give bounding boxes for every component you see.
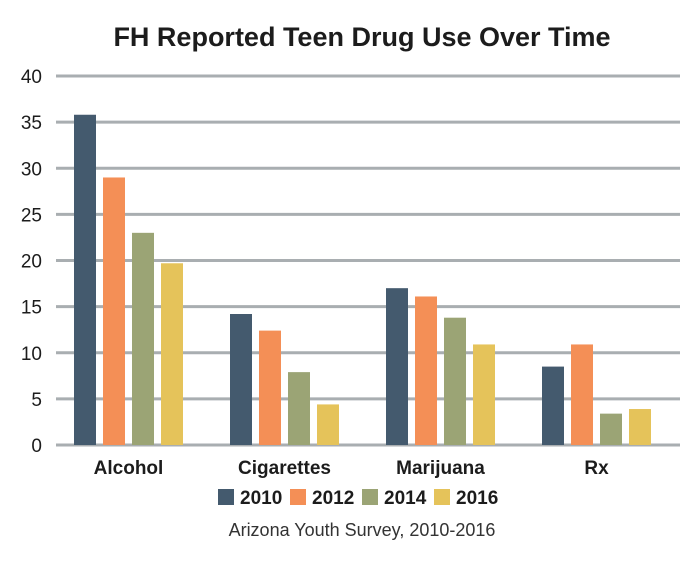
legend-label-2012: 2012 — [312, 488, 354, 509]
y-tick-label: 35 — [21, 113, 42, 134]
bar-marijuana-2010 — [386, 288, 408, 445]
legend-label-2014: 2014 — [384, 488, 427, 509]
bar-marijuana-2014 — [444, 317, 466, 445]
y-tick-label: 25 — [21, 205, 42, 226]
legend-swatch-2014 — [362, 489, 378, 505]
y-tick-label: 5 — [31, 390, 42, 411]
category-labels: Alcohol Cigarettes Marijuana Rx — [94, 458, 609, 479]
source-note: Arizona Youth Survey, 2010-2016 — [229, 520, 496, 540]
y-tick-label: 15 — [21, 298, 42, 319]
y-tick-label: 30 — [21, 159, 42, 180]
legend-swatch-2010 — [218, 489, 234, 505]
y-tick-label: 10 — [21, 344, 42, 365]
legend-label-2016: 2016 — [456, 488, 498, 509]
legend-swatch-2016 — [434, 489, 450, 505]
legend: 2010 2012 2014 2016 — [218, 488, 498, 509]
bar-rx-2012 — [571, 344, 593, 445]
category-label-cigarettes: Cigarettes — [238, 458, 331, 479]
bar-alcohol-2014 — [132, 232, 154, 445]
y-tick-label: 0 — [31, 436, 42, 457]
category-label-rx: Rx — [584, 458, 609, 479]
bar-alcohol-2016 — [161, 263, 183, 445]
bar-rx-2010 — [542, 366, 564, 445]
bar-alcohol-2012 — [103, 177, 125, 445]
legend-swatch-2012 — [290, 489, 306, 505]
bar-cigarettes-2012 — [259, 330, 281, 445]
y-axis-ticks: 0 5 10 15 20 25 30 35 40 — [21, 67, 42, 457]
bar-cigarettes-2016 — [317, 404, 339, 445]
gridlines — [56, 74, 680, 447]
legend-label-2010: 2010 — [240, 488, 282, 509]
bars — [74, 114, 651, 446]
bar-alcohol-2010 — [74, 114, 96, 446]
category-label-marijuana: Marijuana — [396, 458, 485, 479]
category-label-alcohol: Alcohol — [94, 458, 164, 479]
y-tick-label: 20 — [21, 252, 42, 273]
bar-rx-2016 — [629, 409, 651, 445]
bar-cigarettes-2010 — [230, 314, 252, 445]
bar-marijuana-2016 — [473, 344, 495, 445]
bar-marijuana-2012 — [415, 296, 437, 445]
bar-rx-2014 — [600, 413, 622, 445]
y-tick-label: 40 — [21, 67, 42, 88]
bar-cigarettes-2014 — [288, 372, 310, 445]
chart-title: FH Reported Teen Drug Use Over Time — [113, 22, 610, 52]
